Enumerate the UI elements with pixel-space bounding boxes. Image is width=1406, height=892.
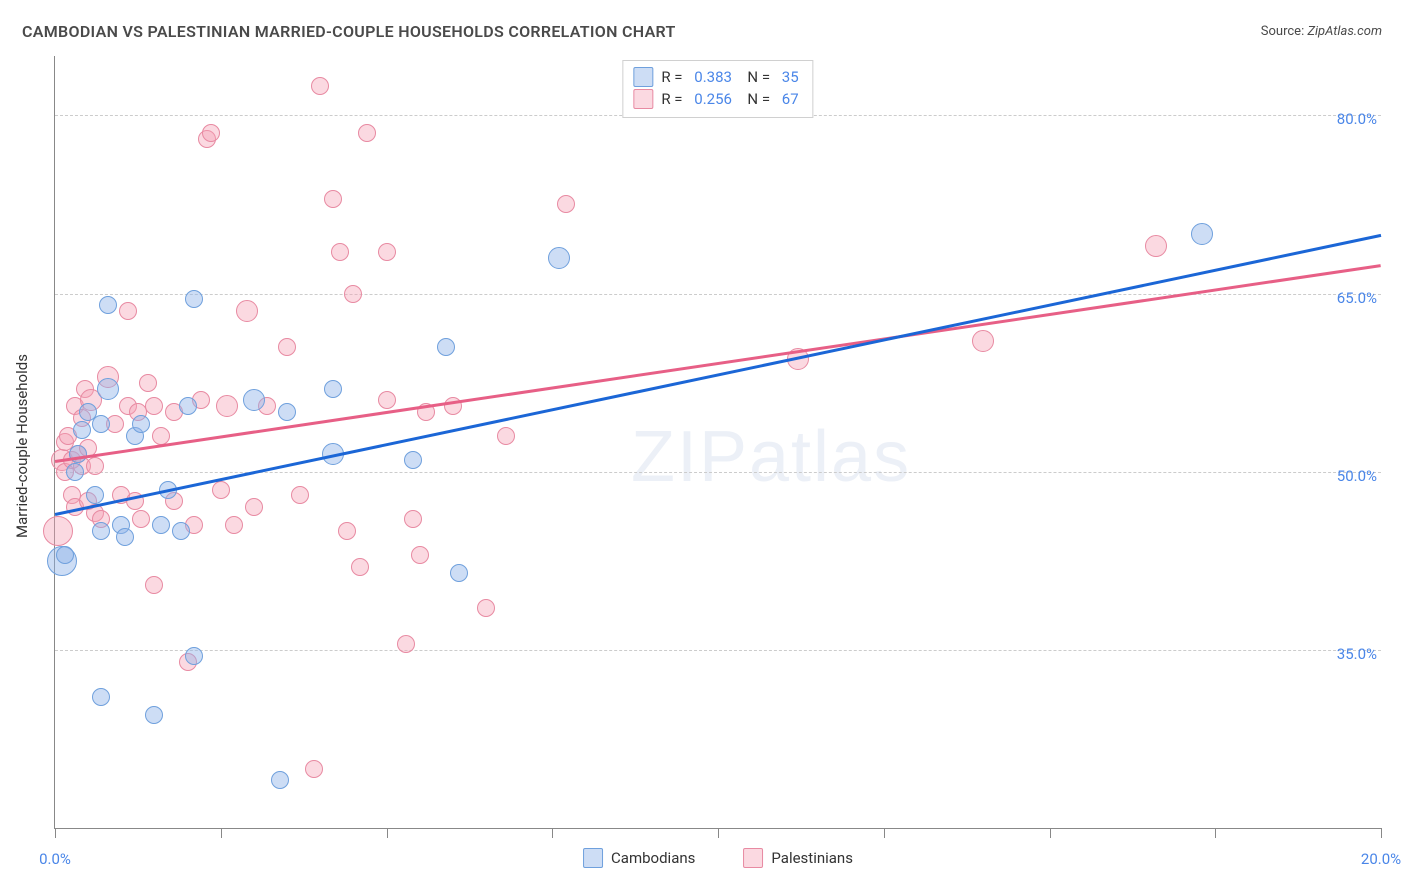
swatch-cambodians xyxy=(633,67,653,87)
x-tick xyxy=(1050,828,1051,838)
cambodians-point xyxy=(97,378,119,400)
source-attribution: Source: ZipAtlas.com xyxy=(1261,24,1382,39)
palestinians-point xyxy=(338,522,356,540)
source-label: Source: xyxy=(1261,24,1308,39)
cambodians-point xyxy=(73,421,91,439)
palestinians-point xyxy=(202,124,220,142)
palestinians-point xyxy=(132,510,150,528)
x-tick xyxy=(1381,828,1382,838)
x-tick xyxy=(552,828,553,838)
swatch-cambodians-legend xyxy=(583,848,603,868)
cambodians-point xyxy=(185,647,203,665)
cambodians-point xyxy=(324,380,342,398)
cambodians-point xyxy=(185,290,203,308)
x-tick xyxy=(387,828,388,838)
palestinians-point xyxy=(119,302,137,320)
r-cambodians: 0.383 xyxy=(694,68,732,86)
cambodians-point xyxy=(56,546,74,564)
legend-label-palestinians: Palestinians xyxy=(771,849,853,867)
palestinians-point xyxy=(305,760,323,778)
cambodians-point xyxy=(116,528,134,546)
swatch-palestinians-legend xyxy=(743,848,763,868)
watermark: ZIPatlas xyxy=(631,416,911,498)
cambodians-point xyxy=(548,247,570,269)
palestinians-point xyxy=(324,190,342,208)
cambodians-point xyxy=(152,516,170,534)
cambodians-point xyxy=(132,415,150,433)
cambodians-point xyxy=(66,463,84,481)
palestinians-point xyxy=(557,195,575,213)
palestinians-point xyxy=(278,338,296,356)
scatter-plot: ZIPatlas R = 0.383 N = 35 R = 0.256 N = … xyxy=(54,56,1381,829)
palestinians-point xyxy=(225,516,243,534)
y-axis-label: Married-couple Households xyxy=(13,354,31,538)
stat-row-cambodians: R = 0.383 N = 35 xyxy=(633,67,798,87)
legend: Cambodians Palestinians xyxy=(583,848,853,868)
cambodians-point xyxy=(92,688,110,706)
x-axis-max-label: 20.0% xyxy=(1361,850,1401,868)
palestinians-point xyxy=(145,576,163,594)
palestinians-point xyxy=(344,285,362,303)
cambodians-point xyxy=(86,486,104,504)
n-cambodians: 35 xyxy=(782,68,799,86)
cambodians-point xyxy=(172,522,190,540)
palestinians-point xyxy=(212,481,230,499)
palestinians-point xyxy=(397,635,415,653)
source-value: ZipAtlas.com xyxy=(1307,24,1382,39)
cambodians-point xyxy=(92,522,110,540)
palestinians-point xyxy=(404,510,422,528)
cambodians-point xyxy=(145,706,163,724)
palestinians-point xyxy=(411,546,429,564)
watermark-atlas: atlas xyxy=(749,417,911,497)
cambodians-point xyxy=(278,403,296,421)
watermark-zip: ZIP xyxy=(631,417,749,497)
cambodians-point xyxy=(92,415,110,433)
palestinians-point xyxy=(378,391,396,409)
legend-item-cambodians: Cambodians xyxy=(583,848,695,868)
swatch-palestinians xyxy=(633,89,653,109)
palestinians-point xyxy=(477,599,495,617)
cambodians-point xyxy=(271,771,289,789)
palestinians-point xyxy=(351,558,369,576)
cambodians-point xyxy=(243,389,265,411)
palestinians-point xyxy=(378,243,396,261)
cambodians-point xyxy=(179,397,197,415)
x-tick xyxy=(884,828,885,838)
x-tick xyxy=(221,828,222,838)
palestinians-point xyxy=(86,457,104,475)
legend-item-palestinians: Palestinians xyxy=(743,848,853,868)
n-palestinians: 67 xyxy=(782,90,799,108)
correlation-stats-box: R = 0.383 N = 35 R = 0.256 N = 67 xyxy=(622,60,813,118)
palestinians-point xyxy=(358,124,376,142)
palestinians-point xyxy=(1145,235,1167,257)
cambodians-point xyxy=(404,451,422,469)
r-palestinians: 0.256 xyxy=(694,90,732,108)
x-tick xyxy=(55,828,56,838)
palestinians-point xyxy=(972,330,994,352)
palestinians-point xyxy=(216,395,238,417)
x-axis-min-label: 0.0% xyxy=(39,850,71,868)
palestinians-point xyxy=(43,516,73,546)
cambodians-trendline xyxy=(55,234,1382,516)
legend-label-cambodians: Cambodians xyxy=(611,849,695,867)
chart-title: CAMBODIAN VS PALESTINIAN MARRIED-COUPLE … xyxy=(22,22,676,41)
palestinians-point xyxy=(145,397,163,415)
stat-row-palestinians: R = 0.256 N = 67 xyxy=(633,89,798,109)
palestinians-point xyxy=(236,300,258,322)
gridline xyxy=(55,650,1381,651)
cambodians-point xyxy=(99,296,117,314)
cambodians-point xyxy=(1191,223,1213,245)
cambodians-point xyxy=(69,445,87,463)
x-tick xyxy=(718,828,719,838)
palestinians-point xyxy=(497,427,515,445)
palestinians-point xyxy=(291,486,309,504)
palestinians-point xyxy=(311,77,329,95)
cambodians-point xyxy=(437,338,455,356)
palestinians-point xyxy=(331,243,349,261)
palestinians-point xyxy=(139,374,157,392)
x-tick xyxy=(1215,828,1216,838)
cambodians-point xyxy=(450,564,468,582)
palestinians-point xyxy=(245,498,263,516)
